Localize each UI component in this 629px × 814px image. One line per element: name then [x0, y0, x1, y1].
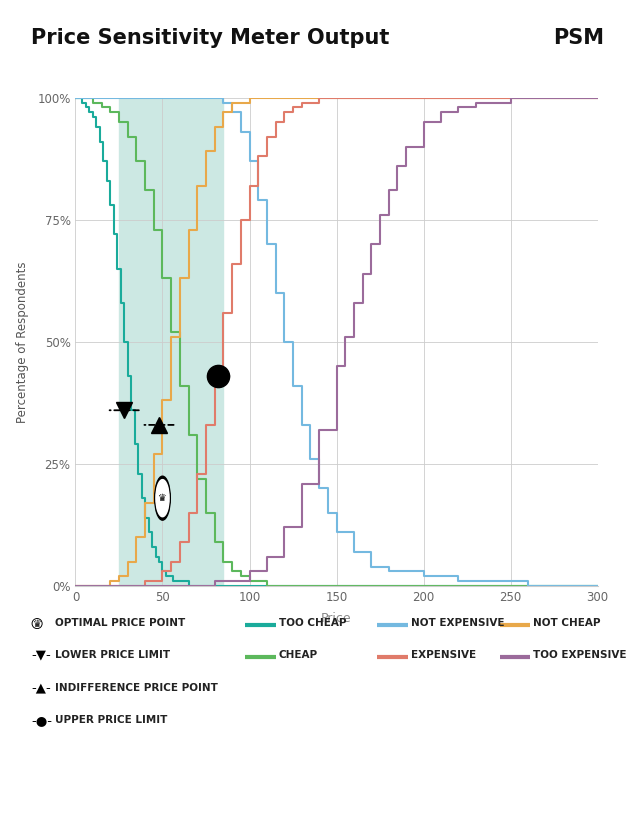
Text: -▼-: -▼- [31, 649, 51, 662]
Text: CHEAP: CHEAP [279, 650, 318, 660]
Circle shape [156, 479, 169, 517]
Text: ♛: ♛ [33, 619, 42, 628]
Text: ♛: ♛ [158, 493, 167, 503]
X-axis label: Price: Price [321, 612, 352, 625]
Circle shape [32, 619, 42, 628]
Circle shape [155, 476, 170, 520]
Bar [119, 98, 223, 586]
Text: NOT EXPENSIVE: NOT EXPENSIVE [411, 618, 504, 628]
Text: -▲-: -▲- [31, 681, 51, 694]
Text: LOWER PRICE LIMIT: LOWER PRICE LIMIT [55, 650, 170, 660]
Text: NOT CHEAP: NOT CHEAP [533, 618, 601, 628]
Text: TOO CHEAP: TOO CHEAP [279, 618, 346, 628]
Text: Price Sensitivity Meter Output: Price Sensitivity Meter Output [31, 28, 390, 49]
Text: OPTIMAL PRICE POINT: OPTIMAL PRICE POINT [55, 618, 186, 628]
Text: EXPENSIVE: EXPENSIVE [411, 650, 476, 660]
Text: PSM: PSM [553, 28, 604, 49]
Text: -●-: -●- [31, 714, 52, 727]
Text: UPPER PRICE LIMIT: UPPER PRICE LIMIT [55, 716, 168, 725]
Text: INDIFFERENCE PRICE POINT: INDIFFERENCE PRICE POINT [55, 683, 218, 693]
Circle shape [33, 619, 41, 628]
Text: TOO EXPENSIVE: TOO EXPENSIVE [533, 650, 627, 660]
Y-axis label: Percentage of Respondents: Percentage of Respondents [16, 261, 29, 422]
